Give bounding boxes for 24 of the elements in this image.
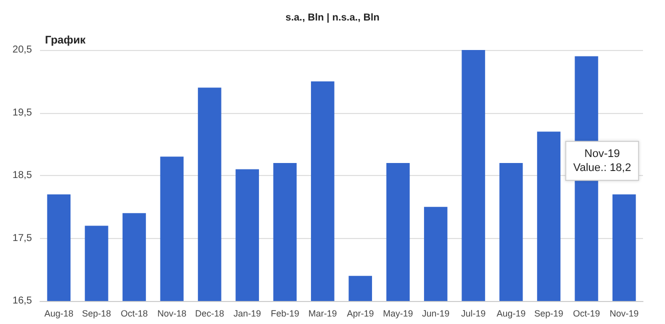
y-tick-label: 19,5	[12, 107, 32, 118]
x-tick-label: Jun-19	[422, 308, 450, 318]
annotation: Nov-19 Value.: 18,2	[573, 148, 632, 174]
x-tick-label: Sep-19	[534, 308, 564, 318]
x-tick-label: Mar-19	[308, 308, 337, 318]
x-tick-label: Aug-18	[44, 308, 74, 318]
x-tick-label: Sep-18	[82, 308, 112, 318]
x-tick-label: Apr-19	[346, 308, 374, 318]
x-tick-label: Dec-18	[195, 308, 224, 318]
x-tick-label: Nov-18	[157, 308, 186, 318]
y-tick-label: 18,5	[12, 170, 32, 181]
x-tick-label: Oct-18	[120, 308, 148, 318]
chart-title: График	[45, 34, 86, 46]
x-tick-label: Jul-19	[461, 308, 486, 318]
x-tick-label: Nov-19	[610, 308, 639, 318]
x-tick-label: May-19	[383, 308, 414, 318]
x-tick-label: Oct-19	[572, 308, 600, 318]
y-tick-label: 20,5	[12, 44, 32, 56]
x-tick-label: Feb-19	[270, 308, 300, 318]
y-tick-label: 16,5	[12, 296, 32, 306]
x-tick-label: Aug-19	[496, 308, 526, 318]
y-tick-label: 17,5	[12, 232, 32, 244]
x-tick-label: Jan-19	[234, 308, 262, 318]
chart-subtitle: s.a., Bln | n.s.a., Bln	[286, 12, 380, 24]
